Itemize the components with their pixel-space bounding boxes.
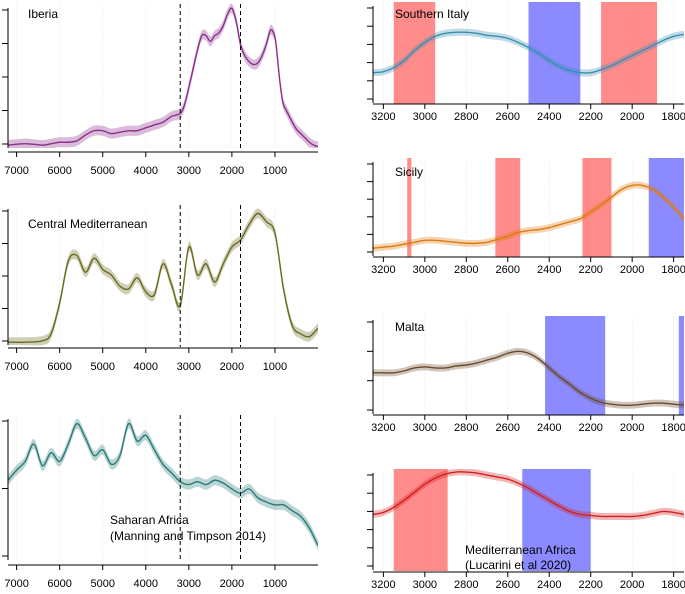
x-tick-label: 2400 <box>537 264 561 276</box>
x-tick-label: 7000 <box>4 578 28 590</box>
series-line <box>8 212 318 344</box>
x-tick-label: 2000 <box>620 264 644 276</box>
panel-central-mediterranean: 7000 6000 5000 4000 3000 2000 1000 Central Medi… <box>2 205 318 373</box>
x-tick-label: 4000 <box>134 361 158 373</box>
panel-title: Malta <box>395 320 425 334</box>
x-tick-label: 2400 <box>537 111 561 123</box>
x-tick-label: 6000 <box>47 165 71 177</box>
x-tick-label: 5000 <box>90 578 114 590</box>
panel-southern-italy: 3200 3000 2800 2600 2400 2200 2000 1800 Southern… <box>367 2 685 123</box>
blue-band <box>648 158 684 257</box>
panel-title: Sicily <box>395 165 423 179</box>
panel-saharan-africa: 7000 6000 5000 4000 3000 2000 1000 Saharan Afri… <box>2 415 318 590</box>
x-tick-label: 4000 <box>134 165 158 177</box>
x-tick-label: 2000 <box>220 361 244 373</box>
panel-annotation: (Lucarini et al 2020) <box>465 558 571 572</box>
x-tick-label: 2800 <box>454 111 478 123</box>
series-line <box>8 422 318 546</box>
x-tick-label: 1000 <box>263 165 287 177</box>
x-tick-label: 3000 <box>413 422 437 434</box>
x-tick-label: 1800 <box>661 111 685 123</box>
x-tick-label: 6000 <box>47 361 71 373</box>
x-tick-label: 7000 <box>4 361 28 373</box>
x-tick-label: 2200 <box>578 111 602 123</box>
confidence-band <box>373 181 684 252</box>
x-tick-label: 1800 <box>661 579 685 591</box>
confidence-band <box>373 468 684 521</box>
x-tick-label: 2600 <box>496 579 520 591</box>
red-band <box>601 2 658 104</box>
x-tick-label: 7000 <box>4 165 28 177</box>
x-tick-label: 2000 <box>620 422 644 434</box>
grid <box>16 4 276 148</box>
x-tick-label: 2400 <box>537 422 561 434</box>
series-line <box>373 350 684 406</box>
series-line <box>373 31 684 74</box>
confidence-band <box>373 28 684 77</box>
red-band <box>495 158 521 257</box>
x-tick-label: 6000 <box>47 578 71 590</box>
x-tick-label: 3000 <box>413 579 437 591</box>
x-tick-label: 1000 <box>263 361 287 373</box>
panel-title: Southern Italy <box>395 7 469 21</box>
x-tick-label: 2200 <box>578 579 602 591</box>
x-tick-label: 2800 <box>454 264 478 276</box>
x-tick-label: 2800 <box>454 422 478 434</box>
panel-title: Central Mediterranean <box>28 217 147 231</box>
panel-annotation: (Manning and Timpson 2014) <box>110 529 266 543</box>
x-tick-label: 5000 <box>90 165 114 177</box>
x-tick-label: 3200 <box>371 422 395 434</box>
x-tick-label: 1000 <box>263 578 287 590</box>
panel-title: Iberia <box>28 7 58 21</box>
red-band <box>393 2 436 104</box>
x-tick-label: 3200 <box>371 579 395 591</box>
panel-title: Saharan Africa <box>110 513 189 527</box>
x-tick-label: 1800 <box>661 264 685 276</box>
blue-band <box>522 469 591 571</box>
x-tick-label: 3000 <box>177 578 201 590</box>
x-tick-label: 3000 <box>413 264 437 276</box>
x-tick-label: 2000 <box>620 111 644 123</box>
x-tick-label: 3200 <box>371 264 395 276</box>
series-line <box>373 471 684 518</box>
panel-mediterranean-africa: 3200 3000 2800 2600 2400 2200 2000 1800 Mediterr… <box>367 468 685 591</box>
blue-band <box>545 316 606 415</box>
x-tick-label: 2400 <box>537 579 561 591</box>
confidence-band <box>373 347 684 409</box>
blue-band <box>678 316 684 415</box>
grid <box>16 205 276 345</box>
series-line <box>373 184 684 249</box>
x-tick-label: 4000 <box>134 578 158 590</box>
x-tick-label: 1800 <box>661 422 685 434</box>
x-tick-label: 2000 <box>620 579 644 591</box>
x-tick-label: 3200 <box>371 111 395 123</box>
x-tick-label: 2600 <box>496 264 520 276</box>
x-tick-label: 2600 <box>496 422 520 434</box>
x-tick-label: 2800 <box>454 579 478 591</box>
x-tick-label: 5000 <box>90 361 114 373</box>
x-tick-label: 2200 <box>578 264 602 276</box>
x-tick-label: 3000 <box>177 165 201 177</box>
panel-iberia: 7000 6000 5000 4000 3000 2000 1000 Iberia <box>2 3 318 177</box>
panel-title: Mediterranean Africa <box>465 543 576 557</box>
confidence-band <box>8 3 318 149</box>
series-line <box>8 7 318 148</box>
x-tick-label: 3000 <box>177 361 201 373</box>
x-tick-label: 2200 <box>578 422 602 434</box>
red-band <box>393 469 448 571</box>
x-tick-label: 2600 <box>496 111 520 123</box>
x-tick-label: 2000 <box>220 165 244 177</box>
x-tick-label: 3000 <box>413 111 437 123</box>
x-tick-label: 2000 <box>220 578 244 590</box>
red-band <box>407 158 412 257</box>
panel-sicily: 3200 3000 2800 2600 2400 2200 2000 1800 Sicily <box>367 158 685 276</box>
panel-malta: 3200 3000 2800 2600 2400 2200 2000 1800 Malta <box>367 316 685 434</box>
